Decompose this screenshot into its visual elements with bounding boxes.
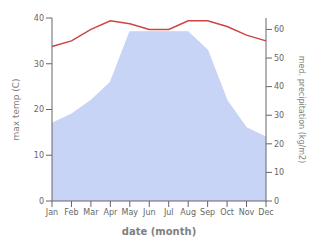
svg-text:20: 20	[274, 140, 284, 149]
svg-text:50: 50	[274, 54, 284, 63]
svg-text:max temp (C): max temp (C)	[11, 78, 21, 140]
svg-text:Jul: Jul	[163, 208, 174, 217]
svg-text:0: 0	[39, 197, 44, 206]
svg-text:10: 10	[34, 151, 44, 160]
svg-text:Dec: Dec	[258, 208, 273, 217]
svg-text:Jan: Jan	[45, 208, 58, 217]
svg-text:Sep: Sep	[200, 208, 215, 217]
svg-text:Nov: Nov	[239, 208, 255, 217]
svg-text:40: 40	[274, 82, 284, 91]
svg-text:60: 60	[274, 25, 284, 34]
svg-text:med. precipitation (kg/m2): med. precipitation (kg/m2)	[297, 56, 306, 163]
svg-text:Apr: Apr	[103, 208, 118, 217]
svg-text:10: 10	[274, 168, 284, 177]
svg-text:Oct: Oct	[220, 208, 234, 217]
svg-text:Mar: Mar	[83, 208, 99, 217]
svg-text:0: 0	[274, 197, 279, 206]
svg-text:20: 20	[34, 105, 44, 114]
svg-text:30: 30	[274, 111, 284, 120]
svg-text:Aug: Aug	[180, 208, 196, 217]
svg-text:30: 30	[34, 60, 44, 69]
svg-text:Jun: Jun	[142, 208, 156, 217]
svg-text:date (month): date (month)	[122, 226, 196, 237]
svg-text:40: 40	[34, 14, 44, 23]
svg-text:Feb: Feb	[64, 208, 78, 217]
svg-text:May: May	[122, 208, 139, 217]
